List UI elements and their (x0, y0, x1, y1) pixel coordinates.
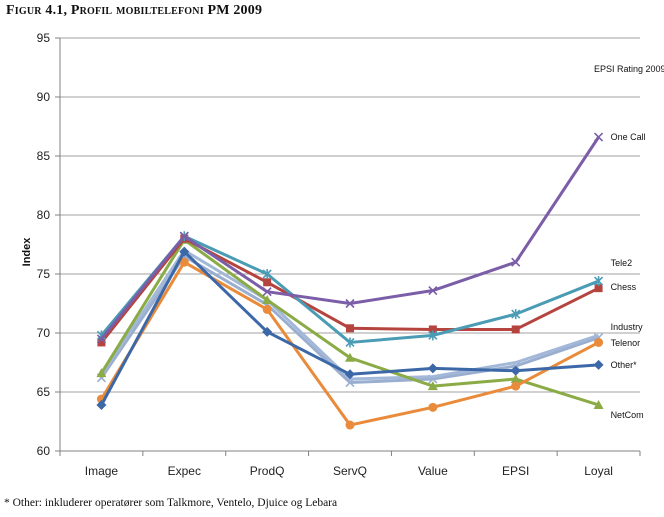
data-point (345, 369, 355, 380)
data-point (97, 338, 106, 347)
data-point (179, 246, 190, 257)
series-telenor (96, 257, 604, 430)
y-tick-label: 75 (37, 267, 51, 281)
x-tick-label: EPSI (502, 464, 529, 478)
line-chart: 60 65 70 75 80 85 90 95 Image Expec ProdQ ServQ Valu… (21, 31, 664, 478)
data-point (262, 294, 273, 304)
data-point (511, 309, 521, 320)
series-lines (96, 132, 604, 430)
data-point (427, 381, 438, 391)
data-point (511, 381, 521, 391)
data-point (593, 359, 604, 370)
data-point (428, 402, 438, 412)
data-point (262, 326, 273, 337)
x-tick-label: ServQ (333, 464, 367, 478)
axes: 60 65 70 75 80 85 90 95 Image Expec ProdQ ServQ Valu… (37, 31, 641, 478)
chart-subtitle: EPSI Rating 2009 (594, 64, 664, 74)
y-tick-label: 60 (37, 444, 51, 458)
data-point (346, 324, 354, 333)
data-point (345, 352, 355, 362)
data-point (262, 304, 272, 314)
data-point (96, 334, 106, 344)
y-tick-label: 70 (37, 326, 51, 340)
grid-lines (60, 37, 640, 393)
data-point (511, 325, 520, 334)
data-point (179, 231, 189, 241)
y-tick-label: 90 (37, 90, 51, 104)
data-point (594, 132, 604, 142)
data-point (427, 363, 438, 374)
data-point (594, 276, 604, 287)
data-point (345, 337, 355, 348)
figure-title: Figur 4.1, Profil mobiltelefoni PM 2009 (6, 3, 263, 18)
y-tick-label: 95 (37, 31, 51, 45)
y-tick-label: 65 (37, 385, 51, 399)
series-one-call (96, 132, 604, 344)
series-label: Chess (611, 282, 637, 292)
data-point (345, 298, 355, 309)
footnote: * Other: inkluderer operatører som Talkm… (4, 497, 338, 509)
series-labels: One Call Tele2 Chess Industry Telenor Other* N… (611, 132, 646, 420)
data-point (594, 337, 604, 347)
data-point (96, 368, 107, 378)
data-point (262, 269, 272, 279)
data-point (345, 420, 355, 430)
data-point (96, 399, 107, 410)
data-point (594, 284, 603, 293)
data-point (593, 399, 604, 409)
series-line (100, 136, 600, 340)
data-point (510, 365, 521, 376)
x-tick-label: Image (85, 464, 119, 478)
data-point (428, 285, 438, 296)
series-other (96, 246, 604, 410)
x-tick-label: Loyal (584, 464, 613, 478)
y-tick-label: 80 (37, 208, 51, 222)
x-tick-label: Value (418, 464, 448, 478)
y-axis-label: Index (21, 237, 33, 267)
series-label: Other* (611, 360, 638, 370)
y-tick-label: 85 (37, 149, 51, 163)
data-point (179, 257, 189, 267)
data-point (428, 325, 437, 334)
series-label: Telenor (611, 338, 641, 348)
x-tick-label: Expec (168, 464, 201, 478)
data-point (263, 278, 272, 287)
series-label: Tele2 (611, 258, 633, 268)
data-point (510, 374, 521, 384)
data-point (428, 330, 438, 341)
series-label: One Call (611, 132, 646, 142)
series-label: NetCom (611, 410, 644, 420)
series-label: Industry (611, 322, 644, 332)
data-point (511, 257, 521, 267)
x-tick-label: ProdQ (250, 464, 285, 478)
data-point (262, 287, 272, 297)
